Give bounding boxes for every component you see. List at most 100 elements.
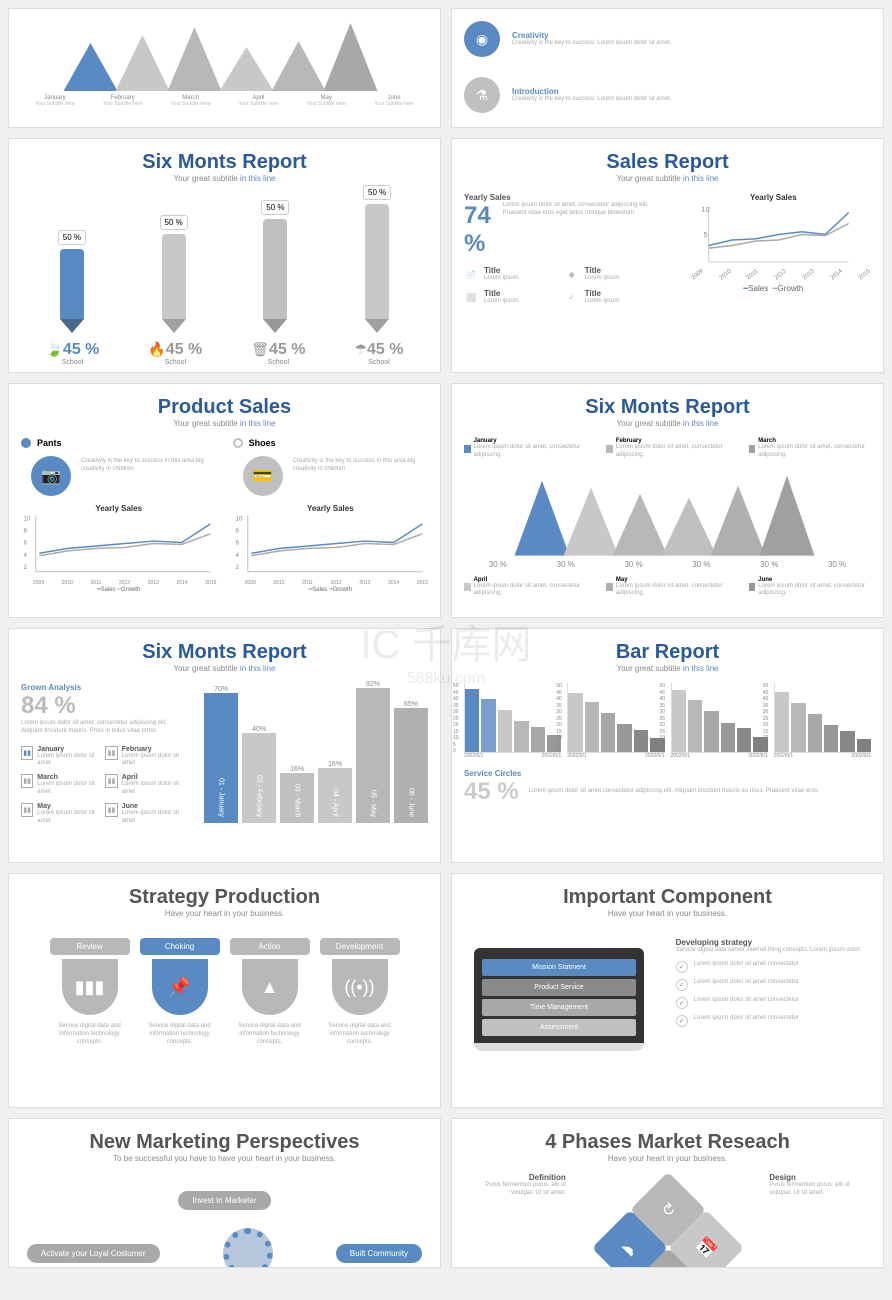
title: 4 Phases Market Reseach [464,1131,871,1154]
svg-text:10: 10 [701,207,709,214]
check-icon: ✓ [676,1015,688,1027]
peak [217,47,277,91]
slide-laptop: Important Component Have your heart in y… [451,873,884,1108]
title: Important Component [464,886,871,909]
btn[interactable]: Invest In Marketer [178,1191,270,1210]
bar-panel: 504540353025201510502002/5/12002/6/1 [567,683,664,759]
pencil: 50 % [362,185,392,333]
strategy-item: Review▮▮▮Service digital data and inform… [50,938,130,1046]
peak [515,481,570,556]
subtitle: Have your heart in your business. [464,909,871,918]
title: Strategy Production [21,886,428,909]
subtitle: Your great subtitle in this line [21,174,428,183]
bar [791,703,805,752]
bar [568,693,582,752]
title: Six Monts Report [21,151,428,174]
month-item: ▮▮MayLorem ipsum dolor sit amet [21,803,99,826]
peak [269,41,329,91]
svg-text:2: 2 [23,564,27,571]
title: Sales Report [464,151,871,174]
stat-icon: 🍃 [45,341,62,357]
svg-text:6: 6 [235,540,239,547]
tile-icon: ⬜ [464,290,478,304]
pct-label: 30 % [692,560,710,569]
bar [634,730,648,752]
month-label: JuneYour Subtitle here [360,95,428,107]
tile: ◆TitleLorem ipsum [565,266,660,283]
strategy-icon: ((•)) [332,959,388,1015]
heading: Developing strategy [676,938,871,947]
pct-label: 30 % [489,560,507,569]
intro-item: ⚗IntroductionCreativity is the key to su… [464,77,871,113]
bar [585,702,599,752]
laptop-button[interactable]: Mission Statment [482,959,636,976]
radio-label[interactable]: Shoes [233,438,428,448]
stat-icon: ☂ [354,341,367,357]
product-icon: 📷 [31,456,71,496]
diamond-chart: ↻ ☁ 📅 ⬇ [603,1183,733,1268]
vbar: 65%06 - June [394,701,428,823]
subtitle: Your great subtitle in this line [464,419,871,428]
svg-text:10: 10 [235,515,242,522]
month-item: ▮▮AprilLorem ipsum dolor sit amet [105,774,183,797]
month-item: ▮▮JuneLorem ipsum dolor sit amet [105,803,183,826]
title: Six Monts Report [464,396,871,419]
svg-text:4: 4 [23,552,27,559]
chart-icon: ▮▮ [21,746,33,760]
slide-strategy: Strategy Production Have your heart in y… [8,873,441,1108]
bar [688,700,702,752]
stat-item: 🔥45 %School [148,341,202,366]
peak [321,23,381,91]
bar [857,739,871,752]
stat-item: 🍃45 %School [45,341,99,366]
strategy-icon: 📌 [152,959,208,1015]
line-chart: 10 5 [676,202,871,272]
legend-item: MayLorem ipsum dolor sit amet, consectet… [606,577,728,599]
peak [613,494,668,556]
subtitle: Your great subtitle in this line [21,419,428,428]
subtitle: Your great subtitle in this line [464,664,871,673]
peak [61,43,121,91]
laptop-button[interactable]: Product Service [482,979,636,996]
bar [808,714,822,752]
svg-text:10: 10 [23,515,30,522]
bar [721,723,735,752]
slide-marketing: New Marketing Perspectives To be success… [8,1118,441,1268]
pct-label: 30 % [624,560,642,569]
btn[interactable]: Built Community [336,1244,422,1263]
chart-icon: ▮▮ [21,774,33,788]
product-column: Pants 📷Creativity is the key to success … [21,438,216,593]
vbar: 16%04 - April [318,761,352,823]
slide-pencils: Six Monts Report Your great subtitle in … [8,138,441,373]
intro-icon: ◉ [464,21,500,57]
product-icon: 💳 [243,456,283,496]
pencil: 50 % [159,215,189,333]
svg-text:8: 8 [235,528,239,535]
bar [514,721,528,752]
month-label: MayYour Subtitle here [292,95,360,107]
laptop-button[interactable]: Assessment [482,1019,636,1036]
radio-label[interactable]: Pants [21,438,216,448]
btn[interactable]: Activate your Loyal Costumer [27,1244,160,1263]
legend-item: MarchLorem ipsum dolor sit amet, consect… [749,438,871,460]
laptop-button[interactable]: Time Management [482,999,636,1016]
percent: 74 % [464,202,495,258]
bar [672,690,686,752]
subtitle: Your great subtitle in this line [464,174,871,183]
check-item: ✓Lorem ipsum dolor sit amet consectetur [676,961,871,973]
check-item: ✓Lorem ipsum dolor sit amet consectetur [676,1015,871,1027]
tile: ⬜TitleLorem ipsum [464,289,559,306]
slide-product-sales: Product Sales Your great subtitle in thi… [8,383,441,618]
legend-item: JanuaryLorem ipsum dolor sit amet, conse… [464,438,586,460]
title: New Marketing Perspectives [21,1131,428,1154]
chart-title: Yearly Sales [676,193,871,202]
slide-bar-report: Bar Report Your great subtitle in this l… [451,628,884,863]
slide-grid: JanuaryYour Subtitle hereFebruaryYour Su… [8,8,884,1268]
strategy-icon: ▲ [242,959,298,1015]
vbar: 40%02 - February [242,726,276,823]
tile-icon: ✓ [565,290,579,304]
desc: Lorem ipsum dolor sit amet, consectetur … [21,720,184,736]
stat-icon: 🔥 [148,341,165,357]
bar [498,710,512,752]
check-icon: ✓ [676,997,688,1009]
